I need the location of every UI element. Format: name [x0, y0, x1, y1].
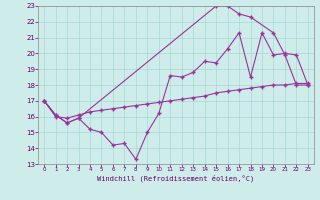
X-axis label: Windchill (Refroidissement éolien,°C): Windchill (Refroidissement éolien,°C): [97, 175, 255, 182]
